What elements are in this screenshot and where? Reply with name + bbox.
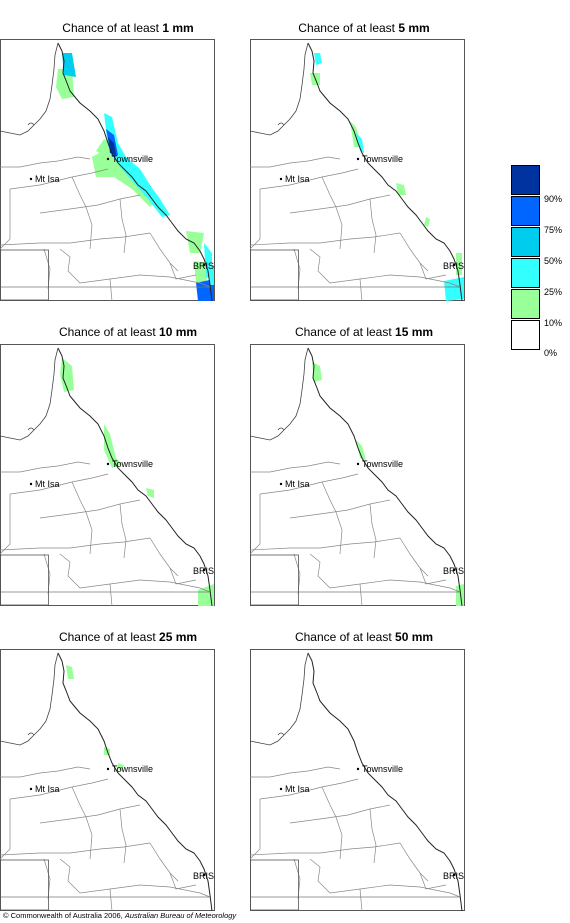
mt-isa-label: Mt Isa [35, 479, 60, 489]
rain-probability-area [194, 261, 208, 285]
queensland-map-svg: Townsville Mt Isa BRIS [250, 39, 465, 301]
rain-probability-area [424, 217, 430, 227]
mt-isa-label: Mt Isa [35, 784, 60, 794]
queensland-map-svg: Townsville Mt Isa BRIS [250, 649, 465, 911]
legend-tick: 10% [544, 318, 563, 328]
copyright-notice: © Commonwealth of Australia 2006, Austra… [3, 911, 237, 920]
rain-probability-area [104, 113, 170, 217]
queensland-map-svg: Townsville Mt Isa BRIS [0, 649, 215, 911]
rain-map-50mm: Townsville Mt Isa BRIS [250, 649, 465, 911]
legend-swatch-90 [511, 165, 540, 195]
panel-title-1: Chance of at least 1 mm [62, 21, 194, 35]
legend-tick: 90% [544, 194, 563, 204]
rain-probability-area [108, 137, 116, 155]
brisbane-label: BRIS [443, 871, 464, 881]
brisbane-label: BRIS [193, 566, 214, 576]
rain-probability-area [314, 53, 322, 65]
rain-probability-area [356, 440, 366, 460]
townsville-label: Townsville [112, 459, 153, 469]
mt-isa-label: Mt Isa [285, 479, 310, 489]
queensland-map-svg: Townsville Mt Isa BRIS [250, 344, 465, 606]
mt-isa-label: Mt Isa [35, 174, 60, 184]
legend-tick: 75% [544, 225, 563, 235]
rain-map-10mm: Townsville Mt Isa BRIS [0, 344, 215, 606]
rain-probability-area [456, 584, 464, 606]
panel-title-15: Chance of at least 15 mm [294, 325, 434, 339]
brisbane-label: BRIS [193, 871, 214, 881]
legend-swatch-50 [511, 227, 540, 257]
panel-title-5: Chance of at least 5 mm [298, 21, 430, 35]
legend-tick: 25% [544, 287, 563, 297]
rain-probability-area [62, 53, 76, 77]
rain-map-5mm: Townsville Mt Isa BRIS [250, 39, 465, 301]
legend-tick: 0% [544, 348, 558, 358]
panel-amount: 15 mm [395, 325, 434, 339]
townsville-label: Townsville [362, 764, 403, 774]
townsville-label: Townsville [112, 154, 153, 164]
panel-amount: 1 mm [162, 21, 194, 35]
townsville-label: Townsville [362, 154, 403, 164]
rain-map-25mm: Townsville Mt Isa BRIS [0, 649, 215, 911]
rain-probability-area [396, 183, 406, 195]
panel-amount: 50 mm [395, 630, 434, 644]
panel-title-25: Chance of at least 25 mm [58, 630, 198, 644]
rain-map-1mm: Townsville Mt Isa BRIS [0, 39, 215, 301]
brisbane-label: BRIS [443, 566, 464, 576]
legend-swatch-10 [511, 289, 540, 319]
panel-amount: 5 mm [398, 21, 430, 35]
panel-title-50: Chance of at least 50 mm [294, 630, 434, 644]
rain-probability-area [146, 488, 154, 498]
rain-probability-area [186, 231, 204, 253]
legend-swatch-25 [511, 258, 540, 288]
mt-isa-label: Mt Isa [285, 784, 310, 794]
panel-amount: 10 mm [159, 325, 198, 339]
rain-probability-area [312, 362, 322, 382]
brisbane-label: BRIS [193, 261, 214, 271]
legend-swatch-75 [511, 196, 540, 226]
panel-title-10: Chance of at least 10 mm [58, 325, 198, 339]
legend-tick: 50% [544, 256, 563, 266]
rain-probability-area [210, 265, 214, 285]
panel-amount: 25 mm [159, 630, 198, 644]
rain-probability-area [56, 69, 74, 99]
brisbane-label: BRIS [443, 261, 464, 271]
rain-probability-area [118, 763, 124, 771]
townsville-label: Townsville [362, 459, 403, 469]
queensland-map-svg: Townsville Mt Isa BRIS [0, 39, 215, 301]
rain-probability-area [66, 665, 74, 679]
legend-swatch-0 [511, 320, 540, 350]
queensland-map-svg: Townsville Mt Isa BRIS [0, 344, 215, 606]
mt-isa-label: Mt Isa [285, 174, 310, 184]
rain-map-15mm: Townsville Mt Isa BRIS [250, 344, 465, 606]
townsville-label: Townsville [112, 764, 153, 774]
rain-probability-area [356, 133, 364, 153]
rain-probability-area [104, 424, 122, 468]
